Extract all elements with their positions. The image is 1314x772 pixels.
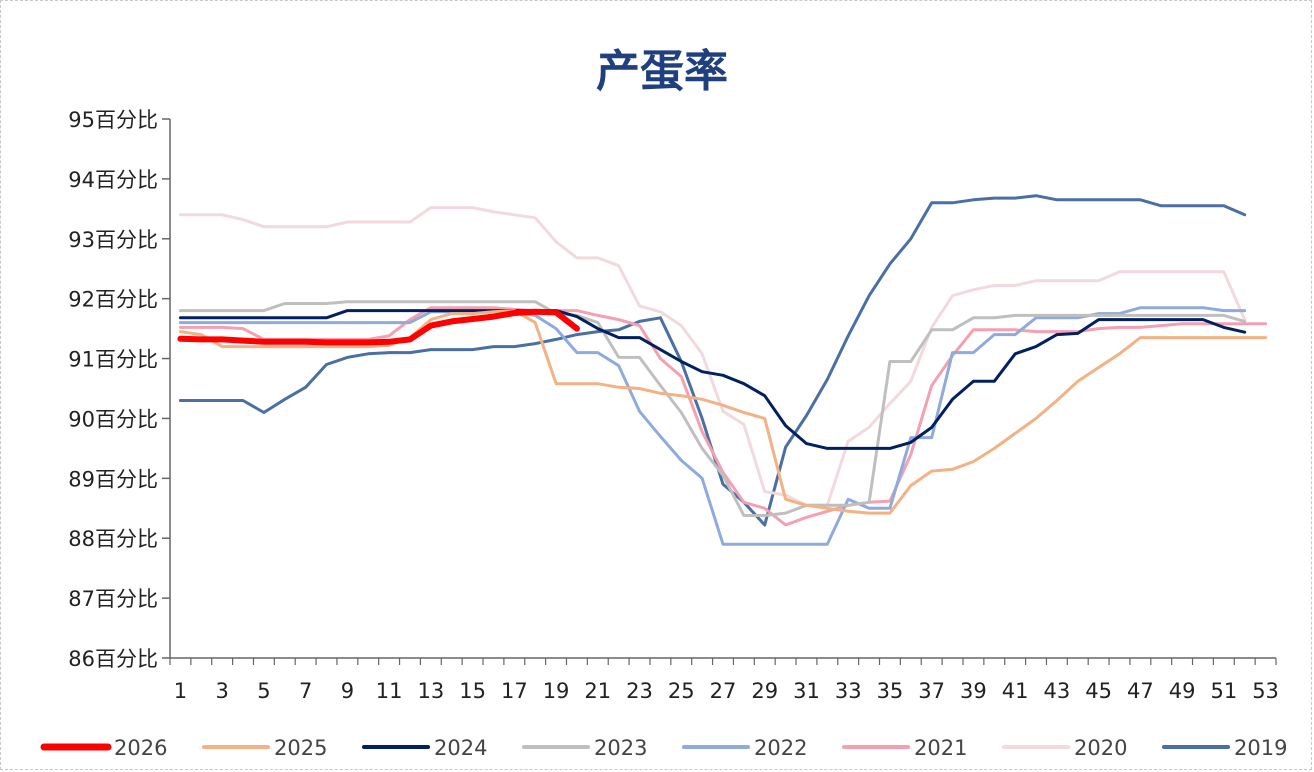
y-tick-label: 86百分比 xyxy=(68,647,158,671)
y-tick-label: 88百分比 xyxy=(68,527,158,551)
x-tick-label: 23 xyxy=(626,679,653,703)
x-tick-label: 33 xyxy=(835,679,862,703)
x-tick-label: 39 xyxy=(960,679,987,703)
series-line-2026 xyxy=(177,308,580,346)
series-line-2020 xyxy=(178,206,1247,507)
legend-label-2024: 2024 xyxy=(434,736,487,760)
series-line-2023 xyxy=(178,300,1247,517)
x-tick-label: 21 xyxy=(584,679,611,703)
legend-label-2020: 2020 xyxy=(1074,736,1127,760)
x-tick-label: 7 xyxy=(299,679,312,703)
legend-label-2026: 2026 xyxy=(114,736,167,760)
chart-title: 产蛋率 xyxy=(596,46,728,97)
legend-label-2019: 2019 xyxy=(1234,736,1287,760)
series-lines xyxy=(177,194,1268,546)
x-tick-label: 25 xyxy=(668,679,695,703)
y-tick-label: 89百分比 xyxy=(68,467,158,491)
x-tick-label: 9 xyxy=(341,679,354,703)
y-tick-label: 87百分比 xyxy=(68,587,158,611)
x-tick-label: 29 xyxy=(751,679,778,703)
legend-label-2025: 2025 xyxy=(274,736,327,760)
x-tick-label: 37 xyxy=(918,679,945,703)
y-tick-label: 95百分比 xyxy=(68,108,158,132)
y-tick-label: 94百分比 xyxy=(68,168,158,192)
x-tick-label: 13 xyxy=(417,679,444,703)
x-tick-label: 15 xyxy=(459,679,486,703)
x-tick-label: 17 xyxy=(501,679,528,703)
y-tick-label: 91百分比 xyxy=(68,348,158,372)
legend-label-2022: 2022 xyxy=(754,736,807,760)
x-tick-label: 35 xyxy=(877,679,904,703)
series-line-2024 xyxy=(178,309,1247,450)
legend-label-2023: 2023 xyxy=(594,736,647,760)
x-tick-label: 19 xyxy=(543,679,570,703)
x-tick-label: 11 xyxy=(376,679,403,703)
y-tick-label: 92百分比 xyxy=(68,288,158,312)
y-tick-label: 90百分比 xyxy=(68,407,158,431)
axes: 86百分比 87百分比 88百分比 89百分比 90百分比 91百分比 92百分比 93百分比… xyxy=(68,108,1279,703)
x-tick-label: 31 xyxy=(793,679,820,703)
x-tick-label: 3 xyxy=(215,679,228,703)
x-tick-label: 47 xyxy=(1127,679,1154,703)
x-tick-label: 5 xyxy=(257,679,270,703)
y-tick-label: 93百分比 xyxy=(68,228,158,252)
series-line-2019 xyxy=(178,194,1247,527)
series-line-2022 xyxy=(178,306,1247,546)
x-tick-label: 27 xyxy=(710,679,737,703)
x-tick-label: 49 xyxy=(1169,679,1196,703)
x-tick-label: 43 xyxy=(1044,679,1071,703)
x-tick-label: 51 xyxy=(1210,679,1237,703)
legend-label-2021: 2021 xyxy=(914,736,967,760)
x-tick-label: 41 xyxy=(1002,679,1029,703)
series-line-2025 xyxy=(178,309,1268,515)
x-tick-label: 53 xyxy=(1252,679,1279,703)
x-tick-label: 1 xyxy=(174,679,187,703)
x-tick-label: 45 xyxy=(1085,679,1112,703)
legend: 2026 2025 2024 2023 2022 2021 2020 2019 xyxy=(40,736,1287,760)
